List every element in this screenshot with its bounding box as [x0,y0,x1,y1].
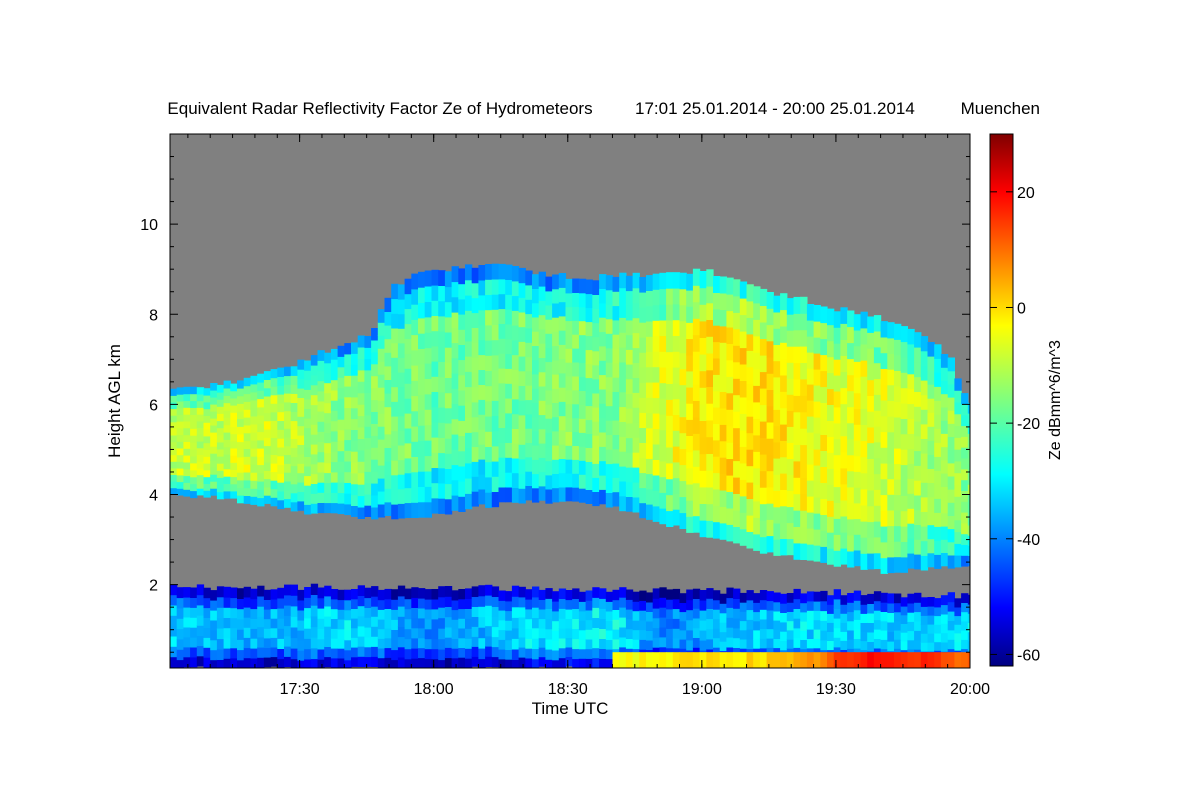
plot-area: 17:30 18:00 18:30 19:00 19:30 20:00 2 4 6 8 10 [140,133,990,698]
colorbar-label: Ze dBmm^6/m^3 [1047,340,1064,460]
plot-frame [169,133,971,669]
x-tick-label-5: 20:00 [950,681,990,698]
x-axis-label: Time UTC [532,699,609,718]
lower-cloud-layer [170,583,970,668]
x-axis-ticks: 17:30 18:00 18:30 19:00 19:30 20:00 [187,134,990,698]
chart-location: Muenchen [961,99,1040,118]
x-tick-label-2: 18:30 [548,681,588,698]
y-tick-label-2: 6 [149,397,158,414]
colorbar-tick-label-2: -20 [1017,416,1040,433]
upper-cloud-layer [170,263,970,574]
colorbar-gradient [989,133,1014,667]
colorbar: -60 -40 -20 0 20 Ze dBmm^6/m^3 [989,133,1064,667]
y-axis-ticks: 2 4 6 8 10 [140,156,970,653]
surface-echo [612,652,970,668]
y-tick-label-1: 4 [149,488,158,505]
x-tick-label-4: 19:30 [816,681,856,698]
x-tick-label-0: 17:30 [280,681,320,698]
colorbar-tick-label-1: -40 [1017,532,1040,549]
colorbar-tick-label-0: -60 [1017,647,1040,664]
colorbar-ticks: -60 -40 -20 0 20 [990,185,1040,664]
y-tick-label-3: 8 [149,307,158,324]
y-axis-label: Height AGL km [105,344,124,458]
chart-time-range: 17:01 25.01.2014 - 20:00 25.01.2014 [635,99,915,118]
colorbar-tick-label-4: 20 [1017,185,1035,202]
x-tick-label-3: 19:00 [682,681,722,698]
x-tick-label-1: 18:00 [414,681,454,698]
y-tick-label-4: 10 [140,217,158,234]
chart-title: Equivalent Radar Reflectivity Factor Ze … [167,99,592,118]
colorbar-tick-label-3: 0 [1017,300,1026,317]
y-tick-label-0: 2 [149,578,158,595]
reflectivity-heatmap [170,263,970,668]
